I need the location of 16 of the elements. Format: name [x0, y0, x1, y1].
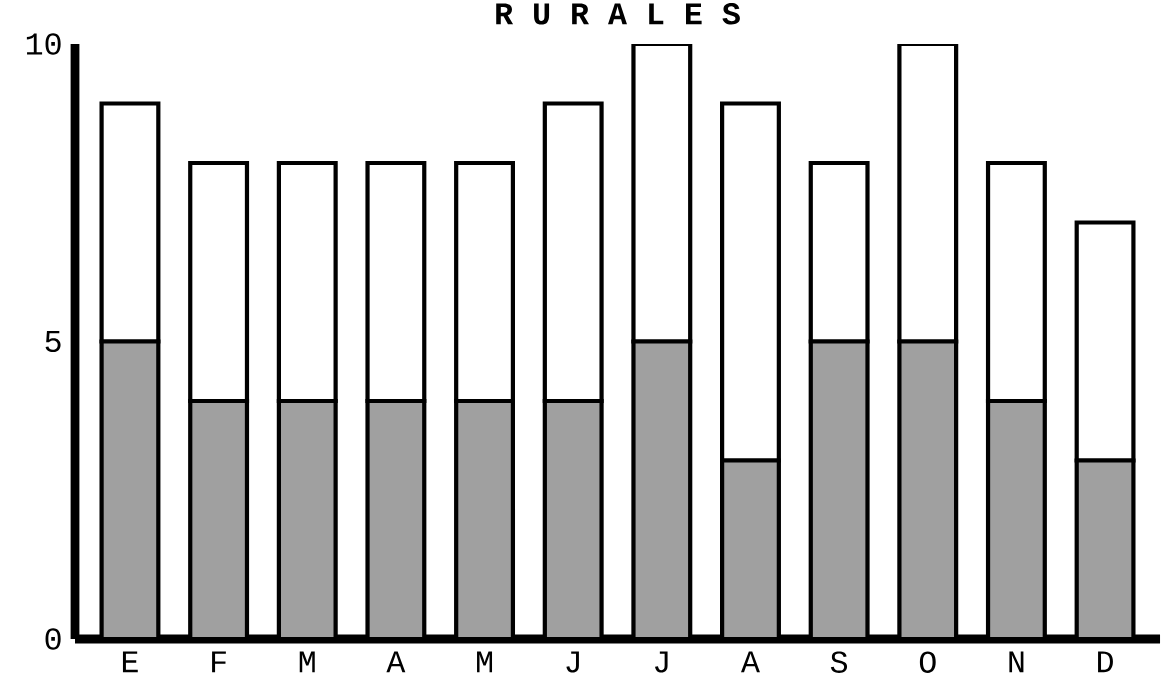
x-tick-label: D: [1098, 651, 1113, 673]
x-tick-label: E: [122, 651, 138, 673]
x-tick-label: J: [566, 651, 579, 673]
x-tick-label: S: [830, 651, 848, 673]
x-tick-label: M: [477, 651, 493, 673]
x-tick-label: A: [386, 651, 406, 673]
y-tick-label: 5: [45, 330, 61, 353]
x-tick-label: N: [1009, 651, 1024, 673]
x-tick-label: O: [919, 651, 936, 673]
x-tick-label: M: [299, 651, 315, 673]
x-tick-label: A: [740, 651, 760, 673]
y-tick-label: 10: [26, 33, 61, 55]
x-tick-label: J: [655, 651, 668, 673]
x-tick-label: F: [212, 651, 226, 673]
y-tick-label: 0: [45, 628, 61, 650]
chart-title: R U R A L E S: [496, 3, 740, 25]
